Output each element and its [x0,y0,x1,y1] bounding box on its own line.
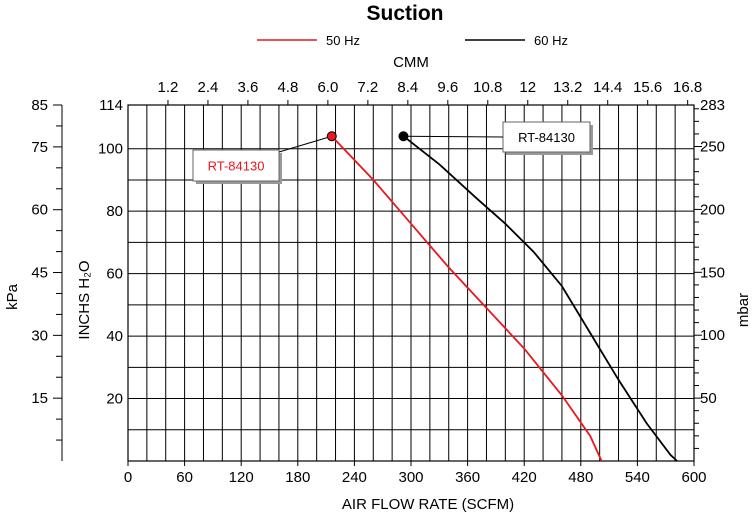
callout-label: RT-84130 [518,130,575,145]
kpa-tick-label: 85 [31,97,48,114]
series-layer: RT-84130 RT-84130 [192,121,678,462]
mbar-tick-label: 283 [700,97,725,114]
x-tick-label: 120 [229,469,254,486]
legend: 50 Hz 60 Hz [257,33,568,48]
y-tick-label: 114 [99,97,123,114]
cmm-tick-label: 15.6 [633,79,662,96]
chart-title: Suction [367,2,444,25]
cmm-tick-label: 4.8 [277,79,298,96]
kpa-tick-label: 75 [31,139,48,156]
x-axis-title: AIR FLOW RATE (SCFM) [342,496,514,513]
kpa-tick-label: 15 [31,390,48,407]
kpa-axis: 15 30 45 60 75 85 [31,97,63,461]
series-endpoint-marker [326,131,337,142]
legend-label-60hz: 60 Hz [534,33,568,48]
y-tick-label: 60 [106,266,123,283]
x-tick-label: 540 [625,469,650,486]
x-tick-label: 180 [285,469,310,486]
x-tick-label: 360 [455,469,480,486]
cmm-tick-label: 13.2 [553,79,582,96]
kpa-tick-label: 30 [31,327,48,344]
x-axis-ticks: 0 60 120 180 240 300 360 420 480 540 600 [124,461,707,486]
mbar-tick-label: 100 [700,327,725,344]
callout-label: RT-84130 [208,159,265,174]
y-axis-ticks: 20 40 60 80 100 114 [98,97,123,408]
mbar-tick-label: 150 [700,264,725,281]
x-tick-label: 600 [681,469,706,486]
y-axis-title-inches: INCHS H₂O [76,260,93,339]
cmm-tick-label: 3.6 [237,79,258,96]
cmm-axis-title: CMM [393,54,429,71]
cmm-tick-label: 12 [519,79,536,96]
y-axis-title-mbar: mbar [735,293,752,327]
y-tick-label: 40 [106,328,123,345]
callout-leader [403,135,504,138]
series-endpoint-marker [398,131,409,142]
x-tick-label: 240 [342,469,367,486]
cmm-tick-label: 16.8 [673,79,702,96]
y-tick-label: 20 [106,391,123,408]
y-tick-label: 100 [98,141,123,158]
cmm-tick-label: 1.2 [158,79,179,96]
cmm-tick-label: 9.6 [437,79,458,96]
legend-label-50hz: 50 Hz [326,33,360,48]
x-tick-label: 60 [176,469,193,486]
cmm-tick-label: 14.4 [593,79,622,96]
callout-leader [278,135,332,153]
cmm-tick-label: 6.0 [317,79,338,96]
cmm-tick-label: 7.2 [357,79,378,96]
kpa-tick-label: 45 [31,265,48,282]
mbar-axis: 50 100 150 200 250 283 [694,97,725,449]
mbar-tick-label: 50 [700,390,717,407]
x-tick-label: 480 [568,469,593,486]
x-tick-label: 0 [124,469,132,486]
x-tick-label: 300 [398,469,423,486]
y-tick-label: 80 [106,203,123,220]
cmm-tick-label: 2.4 [198,79,219,96]
kpa-tick-label: 60 [31,202,48,219]
cmm-tick-label: 8.4 [397,79,418,96]
callout-box [192,149,280,182]
x-tick-label: 420 [512,469,537,486]
series-line-0 [331,135,603,462]
cmm-axis-ticks: 1.2 2.4 3.6 4.8 6.0 7.2 8.4 9.6 10.8 12 13.2 14.4 15… [158,79,702,105]
mbar-tick-label: 250 [700,139,725,156]
y-axis-title-kpa: kPa [4,283,21,310]
cmm-tick-label: 10.8 [473,79,502,96]
series-line-1 [402,135,678,462]
plot-frame [127,104,695,462]
mbar-tick-label: 200 [700,201,725,218]
